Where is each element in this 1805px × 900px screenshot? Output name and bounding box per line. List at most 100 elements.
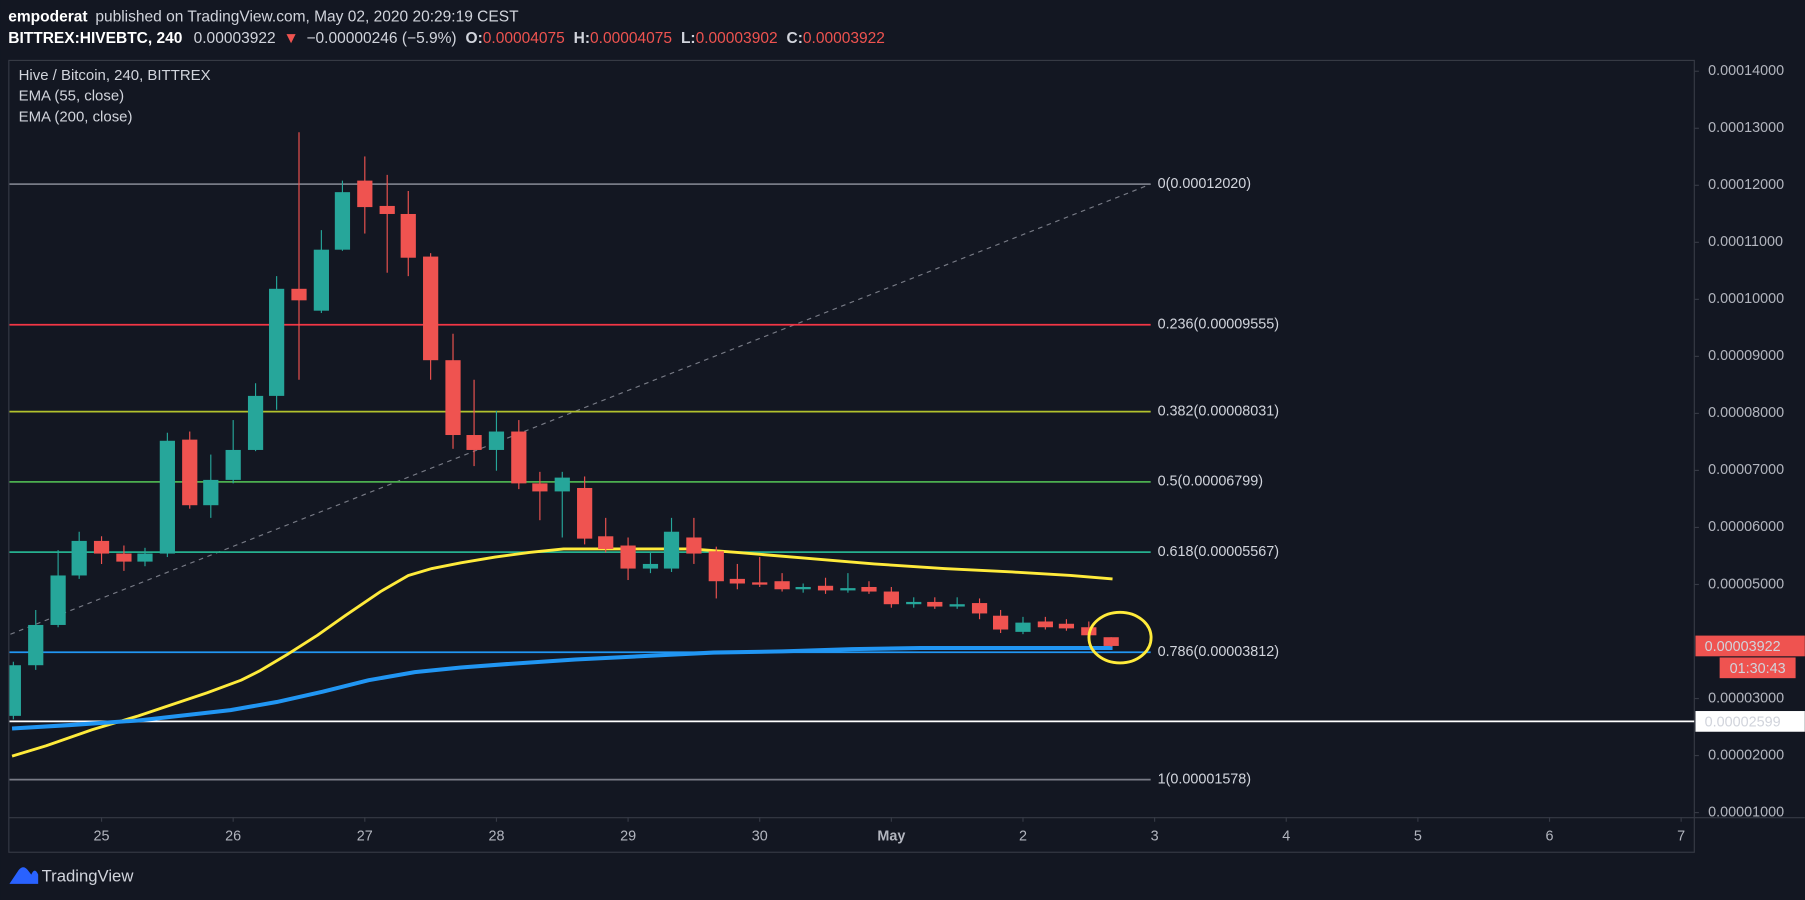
candle-body (159, 440, 175, 554)
countdown-label: 01:30:43 (1730, 661, 1786, 677)
candle-body (729, 578, 745, 584)
candle-body (663, 531, 680, 569)
candle-body (291, 288, 307, 301)
y-tick-label: 0.00011000 (1708, 234, 1783, 250)
candle-body (137, 553, 153, 562)
candle-body (379, 205, 395, 214)
fib-label: 1(0.00001578) (1158, 771, 1252, 787)
legend-entry: EMA (200, close) (19, 108, 133, 125)
quote-line: BITTREX:HIVEBTC, 240 0.00003922 ▼ −0.000… (8, 30, 885, 47)
fib-label: 0.618(0.00005567) (1158, 544, 1280, 560)
ema-line (11, 547, 1113, 758)
candle-body (203, 479, 219, 506)
y-tick-label: 0.00003000 (1708, 690, 1784, 706)
candle-body (445, 360, 461, 436)
candle-body (949, 604, 965, 607)
legend-title: Hive / Bitcoin, 240, BITTREX (19, 67, 211, 84)
candle-body (71, 540, 87, 576)
arrow: ▼ (283, 30, 298, 47)
y-tick-label: 0.00012000 (1708, 177, 1784, 193)
candle-body (313, 249, 329, 311)
fib-label: 0(0.00012020) (1158, 176, 1252, 192)
candle-body (795, 586, 811, 590)
countdown-box (1719, 657, 1796, 679)
ohlc-key: C: (787, 30, 803, 47)
candle-body (50, 575, 66, 625)
logo-icon (9, 867, 39, 884)
header-line: empoderat published on TradingView.com, … (8, 8, 519, 25)
y-tick-label: 0.00005000 (1708, 576, 1784, 592)
ohlc-value: 0.00004075 (483, 30, 565, 47)
candle-body (532, 483, 548, 492)
x-tick-label: 30 (752, 828, 768, 844)
candle-body (247, 395, 264, 450)
hline-box-label: 0.00002599 (1705, 714, 1781, 730)
candle-body (927, 601, 943, 607)
y-tick-label: 0.00001000 (1708, 804, 1784, 820)
candle-body (28, 624, 44, 666)
x-tick-label: 4 (1282, 828, 1290, 844)
candle-body (9, 665, 21, 716)
brand: TradingView (42, 866, 135, 885)
x-tick-label: May (877, 828, 905, 844)
candle-body (488, 431, 505, 450)
candle-body (225, 449, 241, 480)
candle-body (357, 180, 373, 208)
candle-body (598, 536, 614, 549)
price-box (1695, 635, 1805, 657)
hline-box (1695, 711, 1805, 732)
candle-body (423, 256, 439, 361)
tradingview-logo: TradingView (9, 866, 134, 885)
candle-body (116, 553, 132, 562)
published: published on TradingView.com, May 02, 20… (95, 8, 519, 25)
x-tick-label: 2 (1019, 828, 1027, 844)
ema-line (11, 645, 1113, 731)
y-tick-label: 0.00008000 (1708, 405, 1784, 421)
candle-body (554, 477, 570, 492)
ohlc-value: 0.00003902 (696, 30, 778, 47)
x-tick-label: 28 (488, 828, 504, 844)
fib-label: 0.382(0.00008031) (1158, 403, 1280, 419)
candle-body (774, 581, 790, 590)
y-tick-label: 0.00014000 (1708, 63, 1784, 79)
candle-body (752, 582, 768, 585)
candle-body (971, 603, 988, 614)
y-tick-label: 0.00010000 (1708, 291, 1784, 307)
candle-body (466, 435, 482, 450)
x-tick-label: 5 (1414, 828, 1422, 844)
change: −0.00000246 (−5.9%) (307, 30, 457, 47)
pane-frame (8, 59, 1695, 853)
x-tick-label: 3 (1151, 828, 1159, 844)
candle-body (1037, 621, 1053, 628)
candle-body (1103, 637, 1119, 646)
last: 0.00003922 (194, 30, 276, 47)
candle-body (182, 439, 198, 506)
candle-body (1058, 623, 1075, 629)
candle-body (93, 540, 110, 554)
fib-label: 0.5(0.00006799) (1158, 474, 1264, 490)
highlight-circle (1087, 610, 1153, 665)
candle-body (642, 563, 659, 569)
y-tick-label: 0.00009000 (1708, 348, 1784, 364)
candle-body (620, 545, 636, 569)
candle-body (840, 588, 856, 591)
candle-body (269, 288, 285, 396)
x-tick-label: 6 (1546, 828, 1554, 844)
candle-body (992, 615, 1009, 630)
candle-body (334, 192, 351, 250)
y-tick-label: 0.00013000 (1708, 120, 1784, 136)
fib-label: 0.236(0.00009555) (1158, 317, 1280, 333)
price-box-label: 0.00003922 (1705, 639, 1781, 655)
plot-area: 0(0.00012020) 0.236(0.00009555) 0.382(0.00… (9, 132, 1695, 787)
legend-entry: EMA (55, close) (19, 88, 125, 105)
candle-body (400, 213, 416, 258)
ohlc-key: H: (574, 30, 590, 47)
candle-body (883, 591, 899, 605)
x-tick-label: 27 (357, 828, 373, 844)
candle-body (906, 601, 922, 605)
x-tick-label: 25 (94, 828, 110, 844)
symbol: BITTREX:HIVEBTC, 240 (8, 30, 182, 47)
